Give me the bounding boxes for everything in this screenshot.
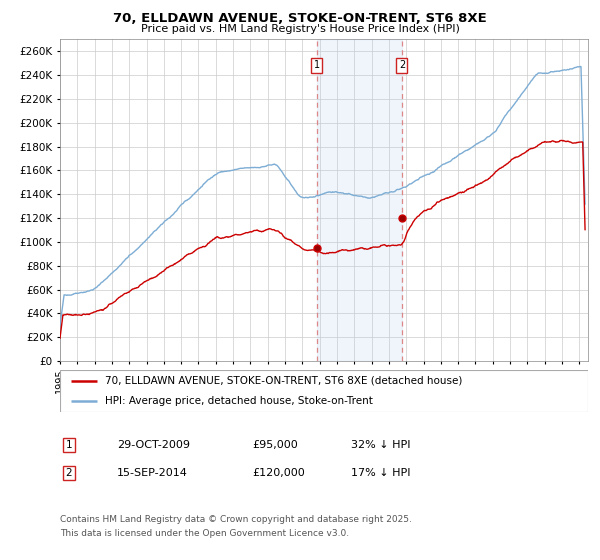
- Text: £95,000: £95,000: [252, 440, 298, 450]
- Text: 32% ↓ HPI: 32% ↓ HPI: [351, 440, 410, 450]
- Bar: [317, 39, 402, 361]
- Text: 1: 1: [65, 440, 73, 450]
- Text: 1: 1: [314, 60, 320, 71]
- Text: HPI: Average price, detached house, Stoke-on-Trent: HPI: Average price, detached house, Stok…: [105, 396, 373, 406]
- Text: Contains HM Land Registry data © Crown copyright and database right 2025.: Contains HM Land Registry data © Crown c…: [60, 515, 412, 524]
- Text: Price paid vs. HM Land Registry's House Price Index (HPI): Price paid vs. HM Land Registry's House …: [140, 24, 460, 34]
- Text: 2: 2: [399, 60, 405, 71]
- Text: 2: 2: [65, 468, 73, 478]
- Text: This data is licensed under the Open Government Licence v3.0.: This data is licensed under the Open Gov…: [60, 529, 349, 538]
- Text: £120,000: £120,000: [252, 468, 305, 478]
- Text: 17% ↓ HPI: 17% ↓ HPI: [351, 468, 410, 478]
- Text: 70, ELLDAWN AVENUE, STOKE-ON-TRENT, ST6 8XE (detached house): 70, ELLDAWN AVENUE, STOKE-ON-TRENT, ST6 …: [105, 376, 462, 386]
- Text: 15-SEP-2014: 15-SEP-2014: [117, 468, 188, 478]
- Text: 29-OCT-2009: 29-OCT-2009: [117, 440, 190, 450]
- Text: 70, ELLDAWN AVENUE, STOKE-ON-TRENT, ST6 8XE: 70, ELLDAWN AVENUE, STOKE-ON-TRENT, ST6 …: [113, 12, 487, 25]
